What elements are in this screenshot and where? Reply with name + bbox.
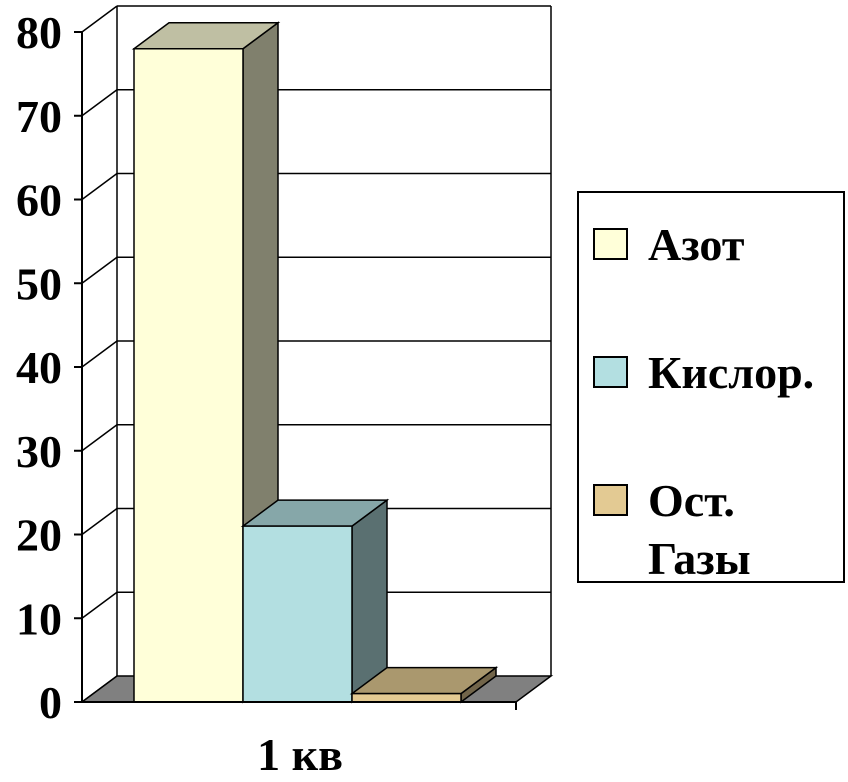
legend-label: Кислор. bbox=[648, 347, 814, 398]
legend-label: Газы bbox=[648, 533, 751, 584]
bar bbox=[133, 48, 244, 703]
bar bbox=[351, 692, 462, 703]
legend-swatch bbox=[593, 228, 628, 260]
y-tick-label: 60 bbox=[16, 175, 62, 226]
y-tick-label: 0 bbox=[39, 677, 62, 728]
side-gridline bbox=[81, 424, 118, 452]
y-tick-label: 80 bbox=[16, 7, 62, 58]
side-gridline bbox=[81, 591, 118, 619]
side-gridline bbox=[81, 5, 118, 33]
side-gridline bbox=[81, 256, 118, 284]
legend-label: Ост. bbox=[648, 475, 735, 526]
y-tick-label: 30 bbox=[16, 426, 62, 477]
y-tick-label: 50 bbox=[16, 258, 62, 309]
side-gridline bbox=[81, 172, 118, 201]
legend-swatch bbox=[593, 484, 628, 516]
side-gridline bbox=[81, 340, 118, 368]
y-tick-label: 70 bbox=[16, 91, 62, 142]
y-tick-label: 40 bbox=[16, 342, 62, 393]
bar bbox=[242, 525, 353, 703]
y-tick-label: 20 bbox=[16, 510, 62, 561]
side-gridline bbox=[81, 89, 118, 117]
x-category-label: 1 кв bbox=[257, 729, 343, 780]
legend-label: Азот bbox=[648, 219, 745, 270]
side-gridline bbox=[81, 507, 118, 536]
y-tick-label: 10 bbox=[16, 593, 62, 644]
legend-swatch bbox=[593, 356, 628, 388]
